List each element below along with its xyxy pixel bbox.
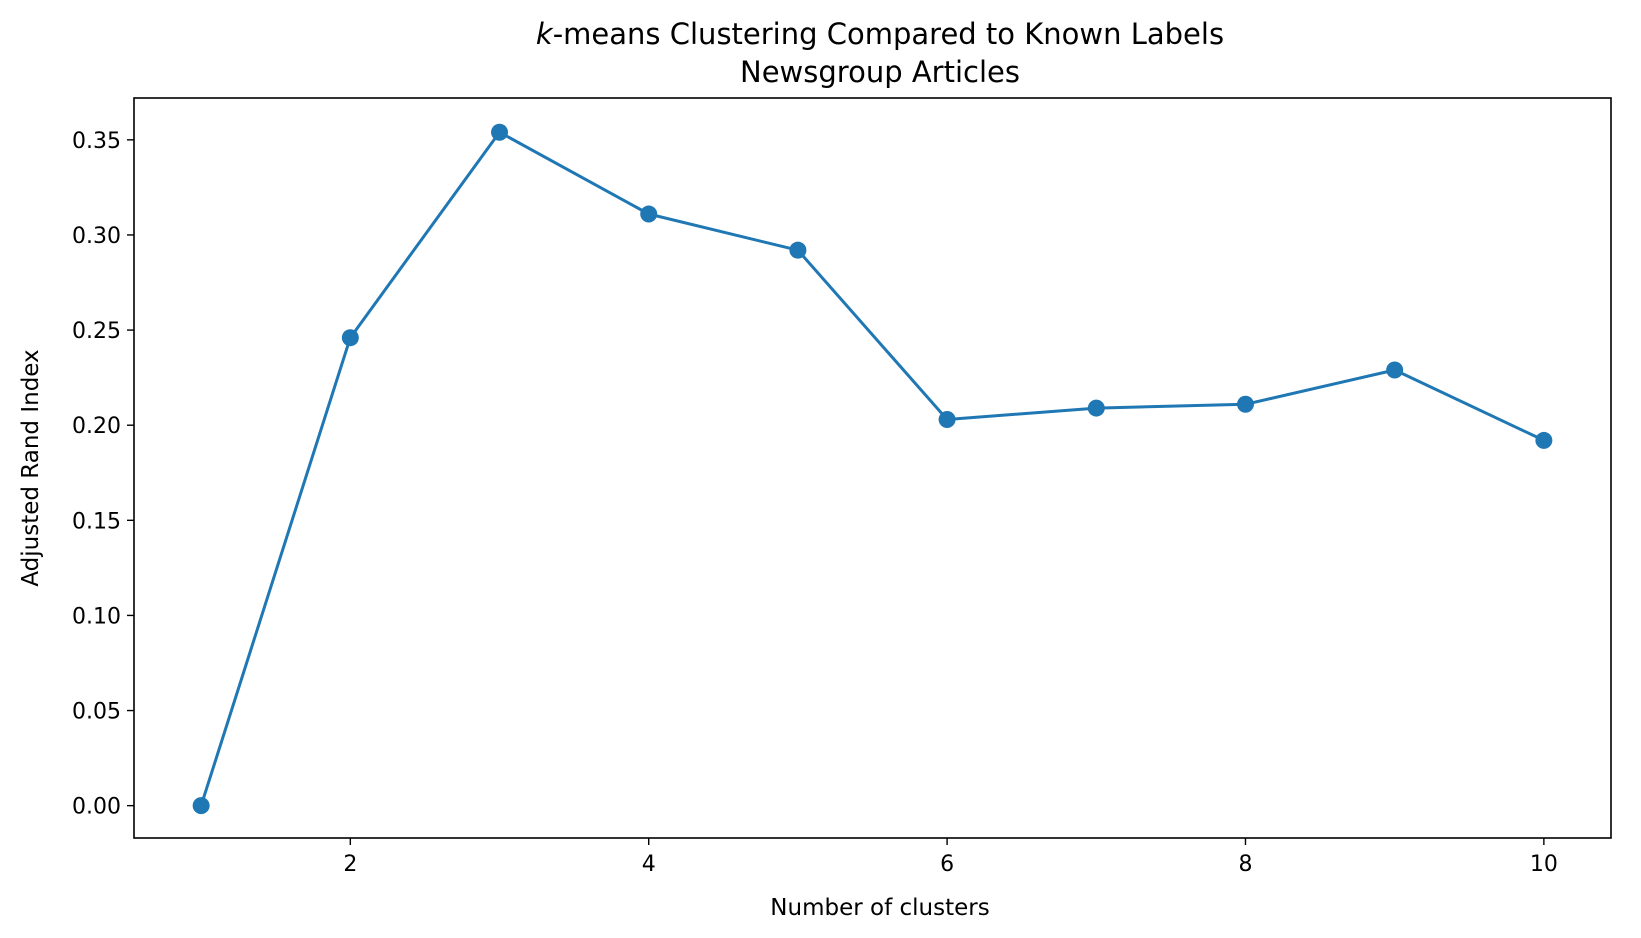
- y-tick-label: 0.10: [72, 604, 121, 629]
- x-tick-label: 10: [1530, 852, 1558, 877]
- data-point: [1087, 399, 1105, 417]
- chart-title-italic: k: [536, 17, 554, 51]
- chart-title: k-means Clustering Compared to Known Lab…: [536, 17, 1224, 51]
- data-point: [789, 241, 807, 259]
- series-line: [199, 130, 1545, 807]
- y-tick-label: 0.15: [72, 509, 121, 534]
- y-tick-label: 0.35: [72, 129, 121, 154]
- data-point: [491, 123, 509, 141]
- data-point: [1386, 361, 1404, 379]
- data-point: [341, 329, 359, 347]
- y-tick-label: 0.20: [72, 414, 121, 439]
- y-tick-label: 0.05: [72, 700, 121, 725]
- plot-frame: [133, 97, 1612, 839]
- data-point: [1535, 431, 1553, 449]
- x-tick-label: 2: [343, 852, 357, 877]
- chart-title-rest: -means Clustering Compared to Known Labe…: [553, 17, 1224, 51]
- x-axis-label: Number of clusters: [770, 895, 989, 921]
- chart-subtitle: Newsgroup Articles: [740, 55, 1020, 89]
- axis-ticks: 2 4 6 8 10 0.00 0.05 0.10 0.15 0.20 0.25 0.30 0.35: [72, 129, 1558, 877]
- data-point: [640, 205, 658, 223]
- plot-area: [192, 123, 1553, 815]
- data-point: [938, 410, 956, 428]
- x-tick-label: 8: [1238, 852, 1252, 877]
- y-tick-label: 0.30: [72, 224, 121, 249]
- y-tick-label: 0.00: [72, 795, 121, 820]
- y-axis-label: Adjusted Rand Index: [18, 349, 44, 586]
- x-tick-label: 6: [940, 852, 954, 877]
- x-tick-label: 4: [642, 852, 656, 877]
- y-tick-label: 0.25: [72, 319, 121, 344]
- data-point: [192, 797, 210, 815]
- data-point: [1236, 395, 1254, 413]
